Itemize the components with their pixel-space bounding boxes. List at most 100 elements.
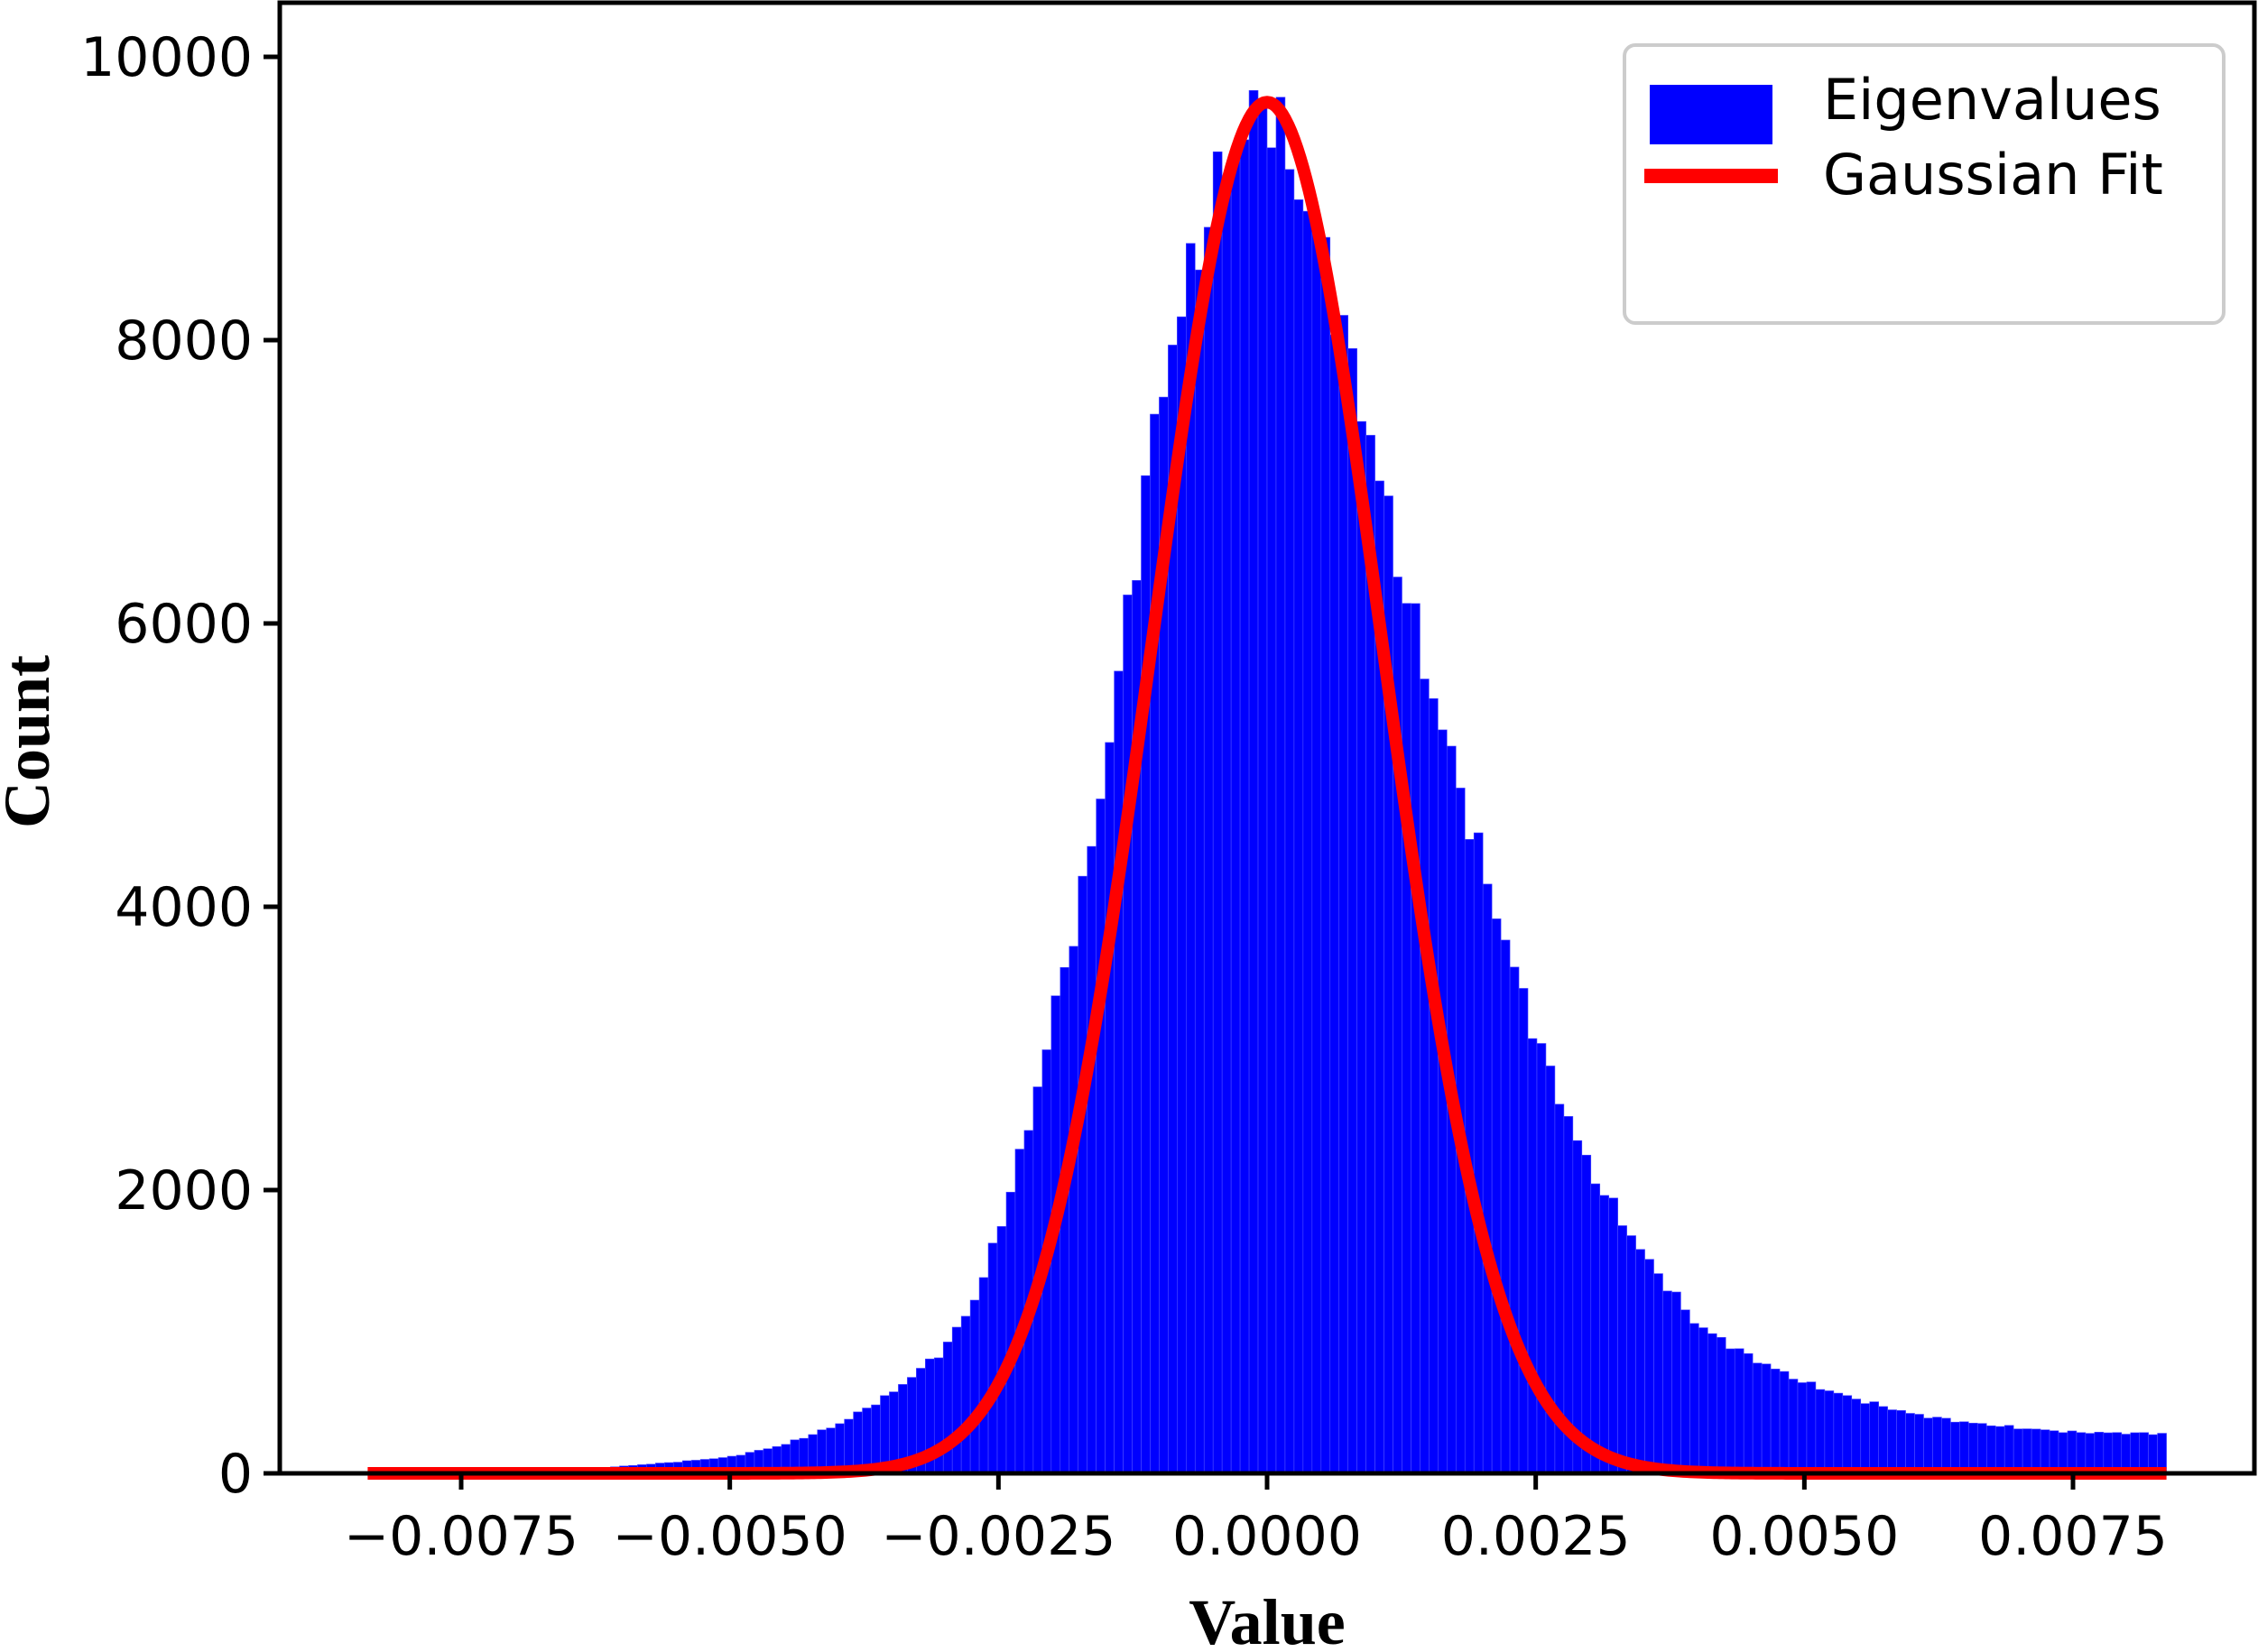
histogram-bar <box>1491 918 1502 1474</box>
histogram-bar <box>2031 1428 2041 1474</box>
x-tick-label: 0.0025 <box>1441 1505 1631 1568</box>
histogram-bar <box>1698 1327 1708 1474</box>
histogram-bar <box>969 1299 980 1474</box>
histogram-bar <box>1923 1417 1933 1474</box>
histogram-bar <box>2049 1430 2059 1474</box>
histogram-bar <box>978 1277 989 1474</box>
histogram-bar <box>1302 210 1313 1474</box>
y-tick-label: 10000 <box>80 26 253 89</box>
histogram-bar <box>1509 966 1520 1474</box>
histogram-bar <box>1194 269 1205 1474</box>
histogram-bar <box>1977 1423 1987 1474</box>
histogram-bar <box>1500 939 1511 1474</box>
histogram-bar <box>1257 98 1268 1474</box>
histogram-bar <box>1590 1183 1601 1474</box>
legend: Eigenvalues Gaussian Fit <box>1623 43 2226 325</box>
histogram-bar <box>1662 1290 1672 1474</box>
y-axis-ticks: 0 2000 4000 6000 8000 10000 <box>80 26 280 1506</box>
histogram-bar <box>1096 798 1106 1474</box>
histogram-bar <box>1311 225 1322 1474</box>
histogram-bar <box>996 1226 1007 1474</box>
histogram-bar <box>1411 603 1421 1474</box>
histogram-bar <box>1878 1406 1888 1474</box>
histogram-bar <box>1717 1337 1726 1474</box>
histogram-bar <box>1356 420 1366 1474</box>
histogram-bar <box>2022 1428 2032 1474</box>
histogram-bar <box>1212 151 1223 1474</box>
y-tick-label: 8000 <box>115 309 253 373</box>
histogram-bar <box>1114 670 1124 1474</box>
x-axis-ticks: −0.0075 −0.0050 −0.0025 0.0000 0.0025 0.0050 0… <box>344 1473 2168 1568</box>
histogram-bar <box>1644 1259 1654 1474</box>
histogram-bar <box>1078 875 1087 1474</box>
histogram-bar <box>1725 1348 1735 1474</box>
histogram-bar <box>1994 1426 2005 1474</box>
histogram-bar <box>1203 226 1214 1474</box>
histogram-bar <box>1752 1362 1763 1474</box>
histogram-bar <box>1806 1381 1817 1474</box>
legend-eigenvalues-label: Eigenvalues <box>1823 67 2161 133</box>
histogram-bar <box>2040 1429 2050 1474</box>
histogram-bar <box>1123 595 1133 1474</box>
histogram-bar <box>1293 199 1304 1474</box>
histogram-bar <box>1869 1401 1879 1474</box>
histogram-bar <box>2067 1430 2078 1474</box>
histogram-bar <box>1473 832 1484 1474</box>
histogram-bar <box>1248 89 1259 1474</box>
histogram-bar <box>1761 1363 1772 1474</box>
histogram-bar <box>987 1242 998 1474</box>
y-tick-label: 0 <box>218 1443 253 1506</box>
legend-gaussian-fit-label: Gaussian Fit <box>1823 142 2163 208</box>
histogram-bar <box>1689 1323 1699 1474</box>
histogram-bar <box>1221 189 1232 1474</box>
legend-frame <box>1623 43 2226 325</box>
histogram-bar <box>1105 742 1115 1474</box>
histogram-bar <box>1734 1348 1744 1474</box>
histogram-bar <box>1797 1382 1808 1474</box>
histogram-bar <box>1239 139 1250 1474</box>
histogram-bar <box>1842 1395 1853 1474</box>
histogram-bar <box>1941 1417 1951 1474</box>
histogram-bar <box>1860 1403 1871 1474</box>
histogram-bar <box>1788 1379 1799 1474</box>
histogram-bar <box>1743 1352 1754 1474</box>
histogram-bar <box>1420 678 1430 1474</box>
legend-gaussian-fit-swatch <box>1644 169 1778 183</box>
histogram-bar <box>1896 1410 1906 1474</box>
histogram-bar <box>1905 1413 1915 1474</box>
y-tick-label: 2000 <box>115 1159 253 1223</box>
histogram-bar <box>1671 1291 1681 1474</box>
histogram-bar <box>1087 845 1097 1474</box>
histogram-bar <box>1482 883 1493 1474</box>
histogram-bar <box>1581 1154 1592 1474</box>
legend-eigenvalues-swatch <box>1650 85 1772 144</box>
x-tick-label: 0.0000 <box>1172 1505 1362 1568</box>
histogram-bar <box>1402 603 1411 1474</box>
histogram-bar <box>2004 1425 2014 1474</box>
histogram-bar <box>1320 236 1331 1474</box>
histogram-bar <box>1914 1414 1924 1474</box>
histogram-bar <box>853 1411 863 1474</box>
histogram-bar <box>1572 1140 1583 1474</box>
histogram-bar <box>1770 1369 1781 1474</box>
histogram-bar <box>1833 1392 1844 1474</box>
x-tick-label: −0.0025 <box>881 1505 1115 1568</box>
histogram-bar <box>1680 1309 1690 1474</box>
histogram-bar <box>1005 1192 1016 1474</box>
histogram-bar <box>1518 988 1529 1474</box>
histogram-bar <box>1653 1273 1663 1474</box>
x-tick-label: 0.0050 <box>1709 1505 1899 1568</box>
histogram-bar <box>1266 147 1277 1474</box>
histogram-bar <box>1438 729 1448 1474</box>
histogram-bar <box>1599 1195 1610 1474</box>
histogram-bar <box>1527 1038 1538 1474</box>
histogram-bar <box>1329 334 1340 1474</box>
histogram-bar <box>2013 1428 2023 1474</box>
y-tick-label: 4000 <box>115 876 253 939</box>
histogram-bar <box>1275 97 1286 1474</box>
histogram-bar <box>1429 697 1439 1474</box>
histogram-bar <box>1347 347 1357 1474</box>
histogram-bar <box>1851 1398 1862 1474</box>
histogram-bar <box>1230 151 1241 1474</box>
